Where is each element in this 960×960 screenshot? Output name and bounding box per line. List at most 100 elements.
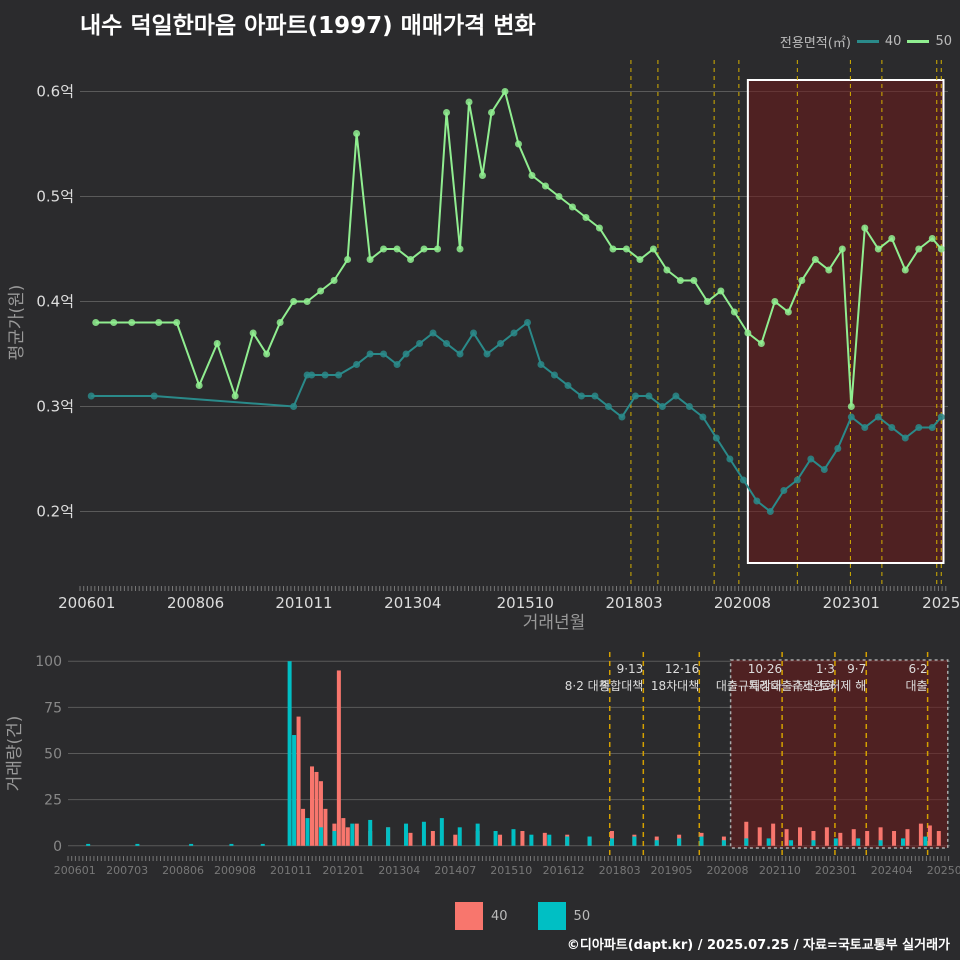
data-point-50 (541, 182, 549, 190)
bar-40 (744, 821, 749, 846)
data-point-40 (928, 424, 936, 431)
chart-title: 내수 덕일한마음 아파트(1997) 매매가격 변화 (80, 13, 536, 39)
data-point-50 (276, 319, 284, 326)
data-point-50 (249, 329, 257, 337)
data-point-50 (110, 319, 118, 326)
bar-50 (900, 838, 905, 846)
policy-name-label: 규제완화 (791, 679, 835, 693)
data-point-50 (263, 350, 271, 358)
data-point-40 (618, 413, 626, 421)
bar-50 (86, 843, 91, 846)
bar-40 (336, 670, 341, 846)
data-point-50 (928, 235, 936, 242)
bar-50 (475, 823, 480, 846)
data-point-40 (739, 476, 747, 484)
bar-y-axis-title: 거래량(건) (5, 716, 25, 792)
x-tick-label: 201304 (384, 594, 441, 612)
bar-40 (520, 831, 525, 846)
data-point-40 (380, 350, 388, 358)
y-tick-label: 0.4억 (36, 293, 74, 311)
bar-50 (923, 836, 928, 846)
bar-40 (865, 831, 870, 846)
data-point-40 (443, 340, 451, 347)
data-point-50 (434, 245, 442, 253)
legend-box-50 (537, 902, 566, 930)
bar-40 (430, 831, 435, 846)
policy-name-label: 18차대책 (651, 678, 699, 693)
data-point-50 (514, 140, 522, 148)
data-point-40 (604, 403, 612, 410)
data-point-40 (753, 497, 761, 505)
bar-50 (529, 834, 534, 846)
bar-50 (632, 836, 637, 846)
data-point-50 (757, 340, 765, 347)
bar-40 (798, 827, 803, 846)
data-point-40 (321, 371, 329, 379)
data-point-50 (622, 245, 630, 253)
bar-x-tick-label: 201612 (543, 864, 585, 877)
data-point-40 (834, 445, 842, 452)
legend-top: 전용면적(㎡) 40 50 (780, 32, 952, 51)
data-point-40 (523, 319, 531, 326)
bar-y-tick-label: 75 (44, 700, 62, 716)
legend-bottom-label-40: 40 (491, 908, 508, 924)
data-point-50 (649, 245, 657, 253)
data-point-50 (595, 224, 603, 232)
bar-40 (301, 808, 306, 846)
legend-label-50: 50 (935, 34, 952, 49)
bar-x-tick-label: 202110 (759, 864, 801, 877)
bar-40 (341, 818, 346, 846)
policy-name-label: 특례대출축소 토허제 해 (748, 679, 866, 693)
data-point-50 (915, 245, 923, 253)
data-point-50 (173, 319, 181, 326)
data-point-40 (888, 424, 896, 431)
bar-40 (757, 827, 762, 846)
policy-date-label: 9·13 (617, 662, 644, 676)
data-point-50 (847, 403, 855, 410)
policy-date-label: 9·7 (847, 662, 866, 676)
bar-50 (699, 836, 704, 846)
data-point-50 (92, 319, 100, 326)
bar-x-tick-label: 200806 (162, 864, 204, 877)
data-point-50 (690, 277, 698, 284)
data-point-50 (380, 245, 388, 253)
bar-50 (878, 840, 883, 846)
data-point-40 (87, 392, 95, 400)
bar-50 (721, 840, 726, 846)
data-point-40 (685, 403, 693, 410)
policy-date-label: 6·2 (909, 662, 928, 676)
data-point-50 (874, 245, 882, 253)
data-point-40 (631, 392, 639, 400)
data-point-40 (820, 466, 828, 473)
policy-date-label: 12·16 (665, 662, 699, 676)
bar-40 (918, 823, 923, 846)
bar-50 (318, 827, 323, 846)
data-point-50 (771, 298, 779, 305)
data-point-40 (564, 382, 572, 389)
data-point-50 (555, 193, 563, 200)
bar-40 (609, 831, 614, 846)
data-point-50 (811, 256, 819, 263)
bar-x-tick-label: 201011 (270, 864, 312, 877)
policy-name-label: 8·2 대책 (565, 678, 610, 693)
bar-x-tick-label: 201510 (490, 864, 532, 877)
data-point-50 (155, 319, 163, 326)
data-point-40 (847, 413, 855, 421)
legend-label-40: 40 (884, 34, 902, 49)
bar-40 (354, 823, 359, 846)
data-point-40 (712, 434, 720, 442)
data-point-50 (703, 298, 711, 305)
bar-40 (408, 832, 413, 846)
data-point-50 (290, 298, 298, 305)
bar-40 (905, 829, 910, 846)
x-tick-label: 202301 (823, 594, 880, 612)
footer-credit: ©디아파트(dapt.kr) / 2025.07.25 / 자료=국토교통부 실… (566, 938, 950, 953)
data-point-40 (308, 371, 316, 379)
bar-40 (498, 834, 503, 846)
data-point-40 (510, 329, 518, 337)
bar-40 (892, 831, 897, 846)
data-point-50 (636, 256, 644, 263)
data-point-50 (195, 382, 203, 389)
bar-50 (833, 838, 838, 846)
legend-bottom: 40 50 (455, 902, 590, 930)
